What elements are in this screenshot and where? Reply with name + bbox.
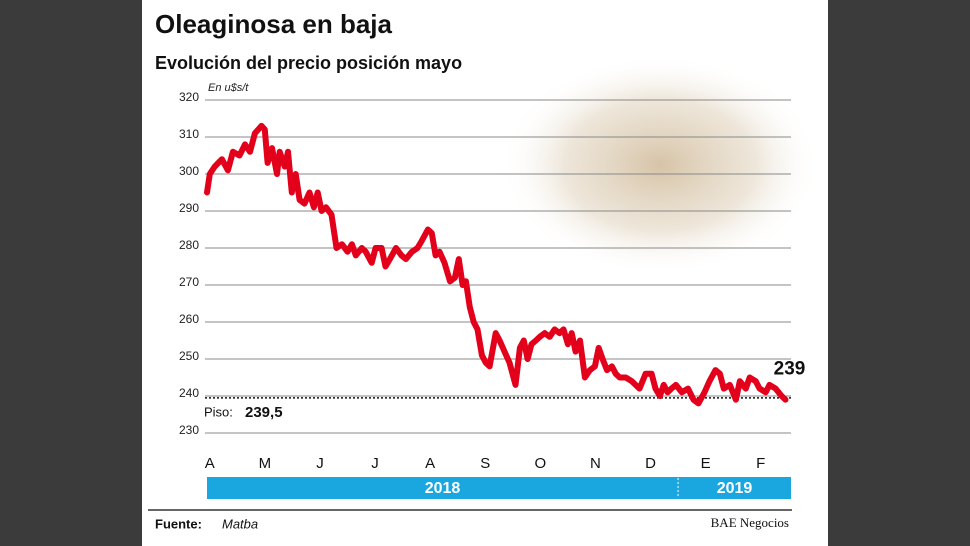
unit-label: En u$s/t [208,82,249,94]
year-label: 2018 [425,480,461,497]
x-tick-label: O [534,455,546,472]
x-tick-label: A [205,455,215,472]
price-line [204,122,789,407]
x-tick-label: M [259,455,272,472]
background-photo [500,55,820,275]
source: Matba [222,516,258,531]
year-band [207,477,679,499]
y-tick-label: 310 [179,127,199,141]
floor-label: Piso: [204,404,233,419]
y-tick-label: 250 [179,349,199,363]
y-tick-label: 270 [179,275,199,289]
y-tick-label: 280 [179,238,199,252]
y-tick-label: 260 [179,312,199,326]
last-value-label: 239 [774,359,806,380]
x-tick-label: N [590,455,601,472]
x-tick-label: J [316,455,324,472]
x-tick-label: S [480,455,490,472]
chart-subtitle: Evolución del precio posición mayo [155,53,462,73]
year-band [678,477,791,499]
y-tick-label: 240 [179,386,199,400]
x-tick-label: J [371,455,379,472]
credit: BAE Negocios [711,515,789,530]
x-tick-label: D [645,455,656,472]
x-tick-label: A [425,455,435,472]
x-tick-label: E [701,455,711,472]
x-tick-label: F [756,455,765,472]
floor-value-label: 239,5 [245,404,283,421]
y-tick-label: 230 [179,423,199,437]
source-label: Fuente: [155,516,202,531]
y-tick-label: 300 [179,164,199,178]
chart-title: Oleaginosa en baja [155,9,393,39]
y-tick-label: 320 [179,90,199,104]
year-label: 2019 [717,480,753,497]
y-tick-label: 290 [179,201,199,215]
